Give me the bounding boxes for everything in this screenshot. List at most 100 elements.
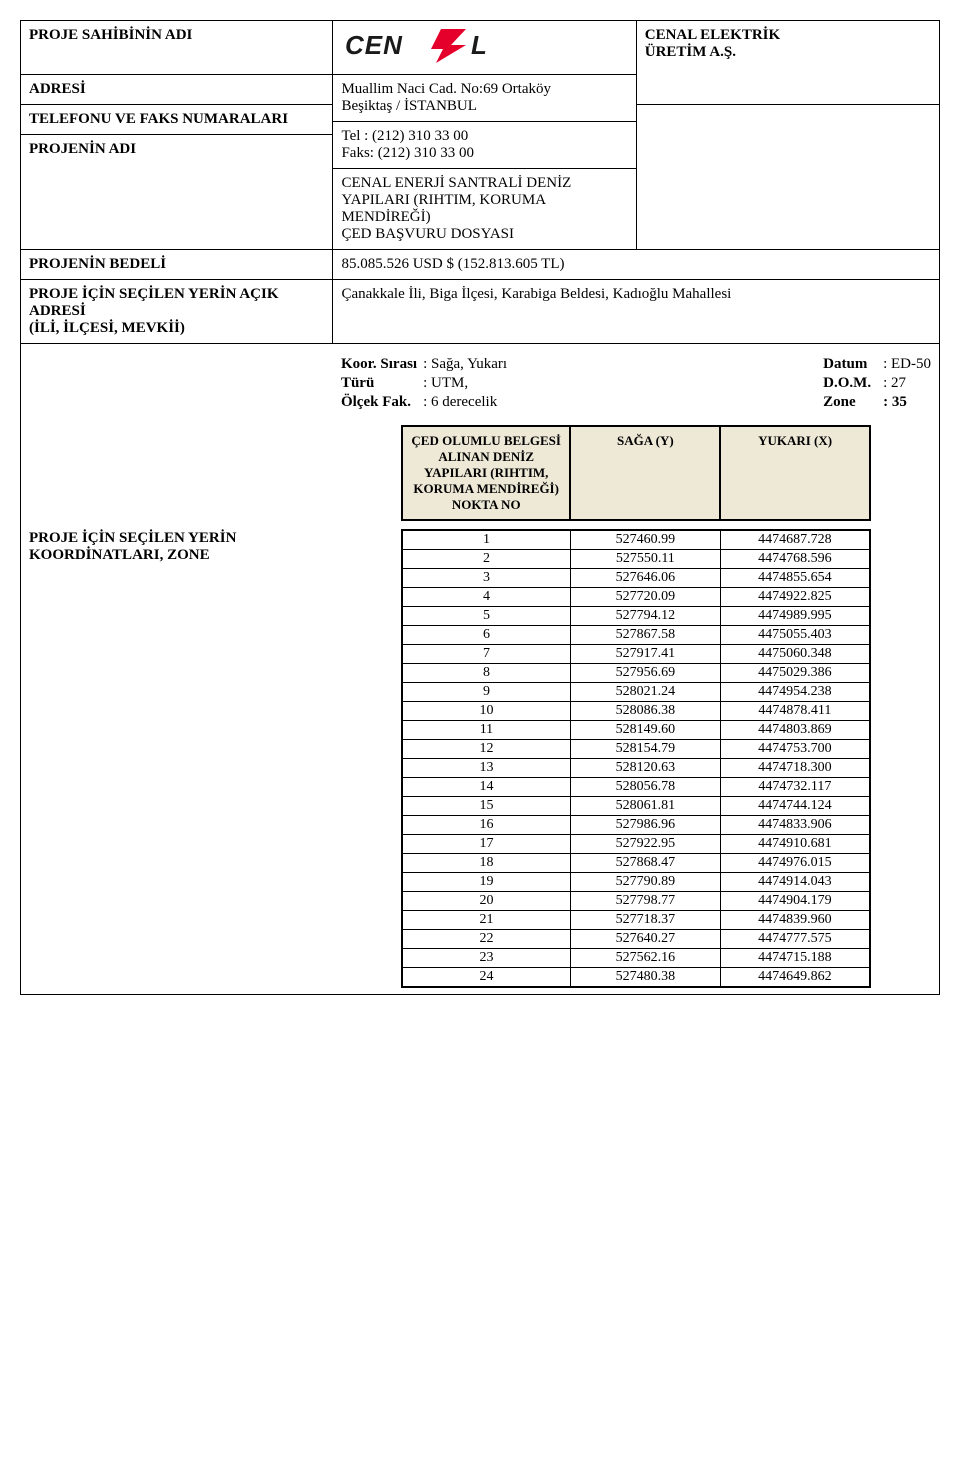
company-line-2: ÜRETİM A.Ş. bbox=[645, 44, 736, 60]
cell-nokta-no: 22 bbox=[402, 930, 570, 949]
cell-yukari-x: 4475055.403 bbox=[720, 626, 870, 645]
cell-yukari-x: 4474878.411 bbox=[720, 702, 870, 721]
cell-yukari-x: 4474687.728 bbox=[720, 530, 870, 550]
cell-saga-y: 528061.81 bbox=[570, 797, 720, 816]
cell-nokta-no: 24 bbox=[402, 968, 570, 988]
cell-yukari-x: 4474914.043 bbox=[720, 873, 870, 892]
cell-yukari-x: 4474803.869 bbox=[720, 721, 870, 740]
table-row: 23527562.164474715.188 bbox=[402, 949, 870, 968]
cenal-logo: CEN L bbox=[341, 27, 531, 63]
table-row: 2527550.114474768.596 bbox=[402, 550, 870, 569]
cell-saga-y: 527562.16 bbox=[570, 949, 720, 968]
zone-value: : 35 bbox=[883, 394, 931, 411]
cell-yukari-x: 4474954.238 bbox=[720, 683, 870, 702]
col-saga-y: SAĞA (Y) bbox=[570, 426, 720, 520]
cell-nokta-no: 12 bbox=[402, 740, 570, 759]
cell-nokta-no: 20 bbox=[402, 892, 570, 911]
cell-yukari-x: 4474768.596 bbox=[720, 550, 870, 569]
zone-label: Zone bbox=[823, 394, 871, 411]
table-row: 5527794.124474989.995 bbox=[402, 607, 870, 626]
cell-yukari-x: 4475060.348 bbox=[720, 645, 870, 664]
cell-saga-y: 527798.77 bbox=[570, 892, 720, 911]
cell-nokta-no: 9 bbox=[402, 683, 570, 702]
cell-nokta-no: 1 bbox=[402, 530, 570, 550]
cell-nokta-no: 18 bbox=[402, 854, 570, 873]
cell-nokta-no: 16 bbox=[402, 816, 570, 835]
meta-grid: Koor. Sırası : Sağa, Yukarı Datum : ED-5… bbox=[341, 356, 931, 411]
table-row: 21527718.374474839.960 bbox=[402, 911, 870, 930]
cell-nokta-no: 17 bbox=[402, 835, 570, 854]
cell-saga-y: 527640.27 bbox=[570, 930, 720, 949]
cell-saga-y: 527550.11 bbox=[570, 550, 720, 569]
olcek-label: Ölçek Fak. bbox=[341, 394, 417, 411]
company-name: CENAL ELEKTRİK ÜRETİM A.Ş. bbox=[636, 21, 939, 105]
cell-saga-y: 528120.63 bbox=[570, 759, 720, 778]
cell-yukari-x: 4474904.179 bbox=[720, 892, 870, 911]
cell-nokta-no: 11 bbox=[402, 721, 570, 740]
owner-label: PROJE SAHİBİNİN ADI bbox=[21, 21, 333, 75]
fax-line: Faks: (212) 310 33 00 bbox=[341, 145, 474, 161]
table-row: 13528120.634474718.300 bbox=[402, 759, 870, 778]
cell-nokta-no: 14 bbox=[402, 778, 570, 797]
coord-label: PROJE İÇİN SEÇİLEN YERİN KOORDİNATLARI, … bbox=[29, 530, 325, 564]
svg-text:L: L bbox=[471, 30, 487, 60]
place-label: PROJE İÇİN SEÇİLEN YERİN AÇIK ADRESİ (İL… bbox=[21, 280, 333, 344]
cell-saga-y: 528149.60 bbox=[570, 721, 720, 740]
datum-value: : ED-50 bbox=[883, 356, 931, 373]
place-value: Çanakkale İli, Biga İlçesi, Karabiga Bel… bbox=[333, 280, 940, 344]
cell-saga-y: 527646.06 bbox=[570, 569, 720, 588]
table-row: 11528149.604474803.869 bbox=[402, 721, 870, 740]
table-row: 1527460.994474687.728 bbox=[402, 530, 870, 550]
logo-cell: CEN L bbox=[333, 21, 636, 75]
address-label: ADRESİ bbox=[21, 75, 333, 105]
table-row: 22527640.274474777.575 bbox=[402, 930, 870, 949]
cell-yukari-x: 4474649.862 bbox=[720, 968, 870, 988]
col-yukari-x: YUKARI (X) bbox=[720, 426, 870, 520]
cell-saga-y: 528154.79 bbox=[570, 740, 720, 759]
table-row: 7527917.414475060.348 bbox=[402, 645, 870, 664]
cell-saga-y: 527986.96 bbox=[570, 816, 720, 835]
cell-yukari-x: 4474777.575 bbox=[720, 930, 870, 949]
cell-nokta-no: 15 bbox=[402, 797, 570, 816]
phone-label: TELEFONU VE FAKS NUMARALARI bbox=[21, 105, 333, 135]
table-row: 3527646.064474855.654 bbox=[402, 569, 870, 588]
cell-saga-y: 527794.12 bbox=[570, 607, 720, 626]
table-row: 6527867.584475055.403 bbox=[402, 626, 870, 645]
table-row: 20527798.774474904.179 bbox=[402, 892, 870, 911]
turu-value: : UTM, bbox=[423, 375, 507, 392]
coord-label-cell: PROJE İÇİN SEÇİLEN YERİN KOORDİNATLARI, … bbox=[21, 344, 333, 995]
cell-saga-y: 527460.99 bbox=[570, 530, 720, 550]
cell-yukari-x: 4474718.300 bbox=[720, 759, 870, 778]
cell-nokta-no: 10 bbox=[402, 702, 570, 721]
cell-nokta-no: 13 bbox=[402, 759, 570, 778]
cell-yukari-x: 4474732.117 bbox=[720, 778, 870, 797]
cell-saga-y: 527917.41 bbox=[570, 645, 720, 664]
cell-yukari-x: 4474833.906 bbox=[720, 816, 870, 835]
address-value: Muallim Naci Cad. No:69 Ortaköy Beşiktaş… bbox=[333, 75, 636, 122]
cell-yukari-x: 4474989.995 bbox=[720, 607, 870, 626]
cell-yukari-x: 4474855.654 bbox=[720, 569, 870, 588]
cell-yukari-x: 4474744.124 bbox=[720, 797, 870, 816]
cell-saga-y: 527956.69 bbox=[570, 664, 720, 683]
project-info-table: PROJE SAHİBİNİN ADI CEN L CENAL ELEKTRİK… bbox=[20, 20, 940, 995]
datum-label: Datum bbox=[823, 356, 871, 373]
coord-table-header: ÇED OLUMLU BELGESİ ALINAN DENİZ YAPILARI… bbox=[401, 425, 871, 521]
budget-value: 85.085.526 USD $ (152.813.605 TL) bbox=[333, 250, 940, 280]
project-name-label: PROJENİN ADI bbox=[21, 135, 333, 250]
cell-nokta-no: 3 bbox=[402, 569, 570, 588]
cell-saga-y: 527480.38 bbox=[570, 968, 720, 988]
phone-fax-value: Tel : (212) 310 33 00 Faks: (212) 310 33… bbox=[333, 122, 636, 169]
cell-saga-y: 528086.38 bbox=[570, 702, 720, 721]
cell-nokta-no: 5 bbox=[402, 607, 570, 626]
koor-value: : Sağa, Yukarı bbox=[423, 356, 507, 373]
cell-saga-y: 527868.47 bbox=[570, 854, 720, 873]
cell-nokta-no: 21 bbox=[402, 911, 570, 930]
coord-table-body: 1527460.994474687.7282527550.114474768.5… bbox=[401, 529, 871, 988]
cell-yukari-x: 4474753.700 bbox=[720, 740, 870, 759]
cell-yukari-x: 4474910.681 bbox=[720, 835, 870, 854]
cell-yukari-x: 4474976.015 bbox=[720, 854, 870, 873]
table-row: 17527922.954474910.681 bbox=[402, 835, 870, 854]
table-row: 9528021.244474954.238 bbox=[402, 683, 870, 702]
cell-saga-y: 527790.89 bbox=[570, 873, 720, 892]
cell-saga-y: 527720.09 bbox=[570, 588, 720, 607]
